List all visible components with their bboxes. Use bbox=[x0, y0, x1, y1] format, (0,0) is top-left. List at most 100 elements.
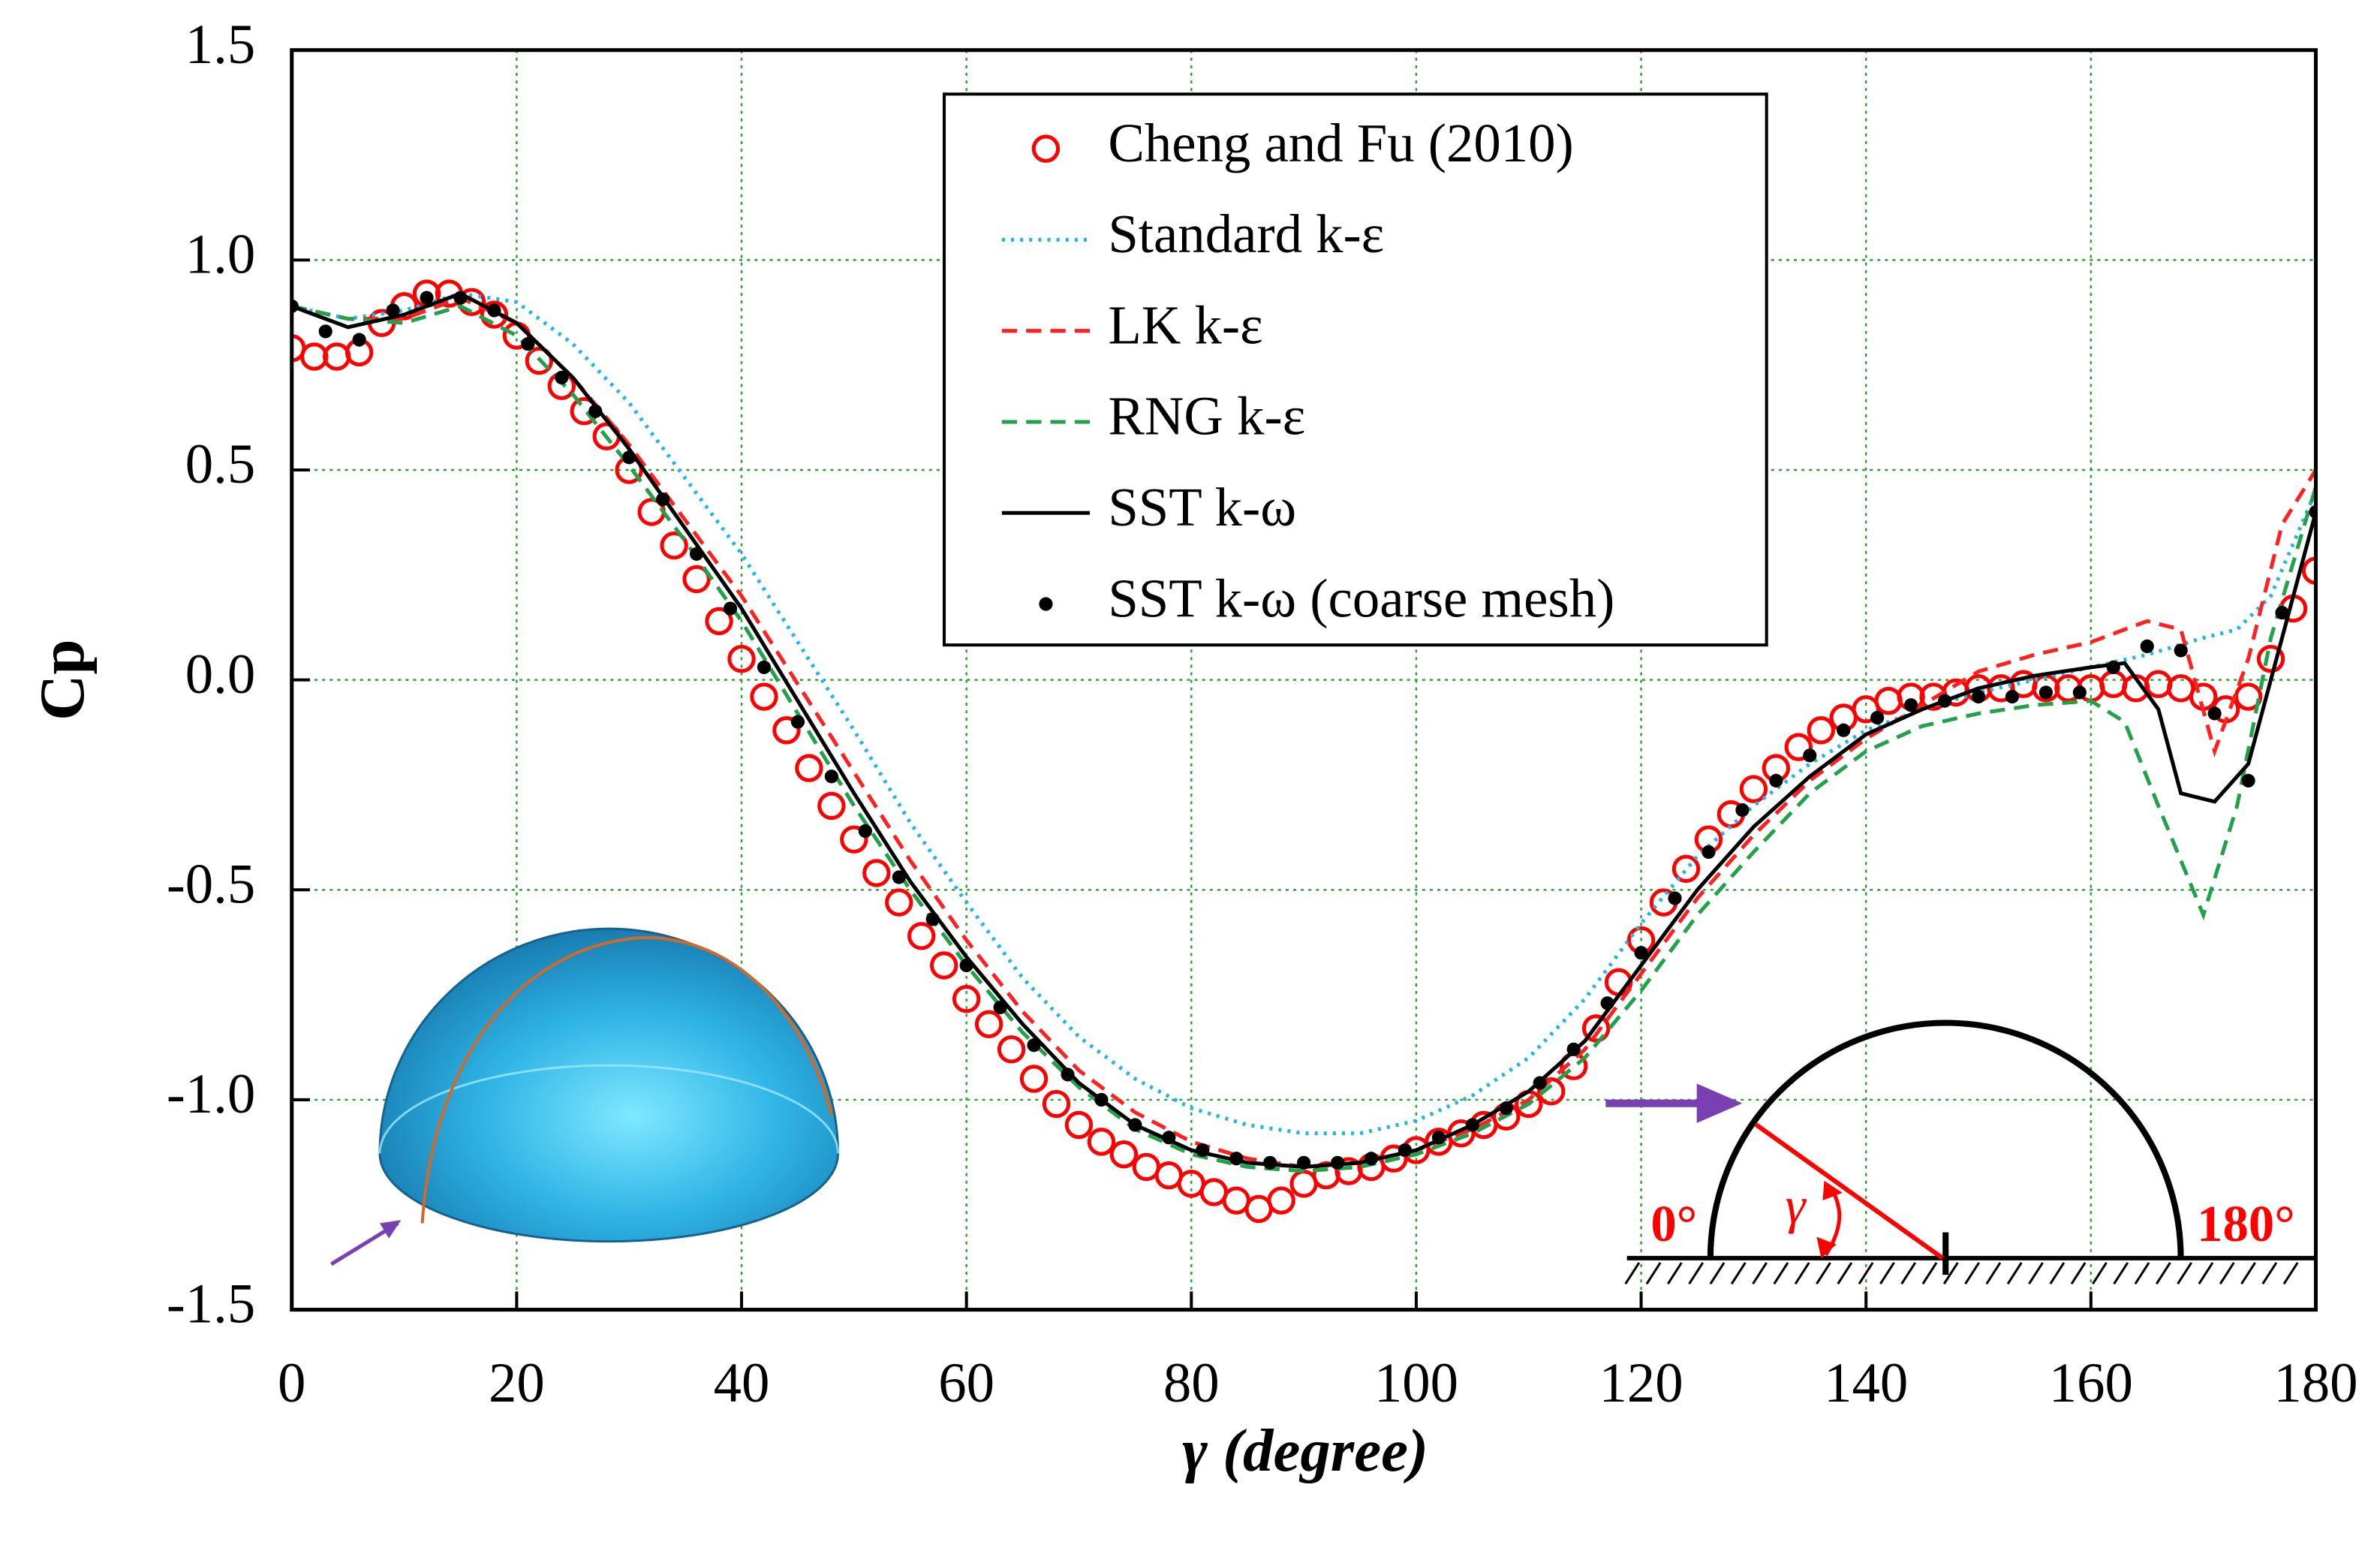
data-point bbox=[817, 791, 846, 821]
data-point bbox=[974, 1010, 1003, 1038]
angle-line bbox=[1754, 1122, 1944, 1260]
data-point bbox=[858, 824, 872, 839]
data-point bbox=[1297, 1155, 1311, 1170]
data-point bbox=[1735, 803, 1750, 818]
flow-arrow-head bbox=[380, 1220, 402, 1239]
data-point bbox=[1937, 694, 1952, 708]
data-point bbox=[2038, 685, 2054, 700]
x-tick-label: 100 bbox=[1374, 1352, 1458, 1414]
data-point bbox=[588, 404, 603, 418]
x-tick-label: 140 bbox=[1824, 1352, 1908, 1414]
ticks: 0 20 40 60 80 100 120 140 160 180 1.5 1.0 0.5 0.0 -0.5… bbox=[167, 14, 2358, 1414]
data-point bbox=[1042, 1089, 1071, 1119]
y-tick-label: 1.5 bbox=[185, 14, 255, 76]
data-point bbox=[1769, 773, 1783, 788]
data-point bbox=[1398, 1143, 1413, 1158]
data-point bbox=[352, 333, 366, 347]
data-point bbox=[1128, 1118, 1142, 1132]
data-point bbox=[622, 450, 636, 465]
data-point bbox=[2174, 643, 2188, 658]
annotation: 0° bbox=[1650, 1195, 1697, 1252]
measurement-arc bbox=[420, 935, 834, 1224]
data-point bbox=[907, 922, 936, 950]
y-tick-label: -1.5 bbox=[167, 1273, 255, 1336]
data-point bbox=[1702, 845, 1716, 860]
data-point bbox=[2207, 706, 2222, 721]
data-point bbox=[1499, 1101, 1513, 1116]
annotation: 180° bbox=[2197, 1195, 2295, 1252]
data-point bbox=[2106, 660, 2120, 674]
data-point bbox=[1904, 698, 1918, 712]
data-point bbox=[660, 531, 688, 560]
data-point bbox=[925, 912, 940, 926]
data-point bbox=[1061, 1068, 1075, 1082]
data-point bbox=[1566, 1042, 1581, 1056]
data-point bbox=[525, 346, 554, 375]
data-point bbox=[2275, 606, 2289, 620]
data-point bbox=[1094, 1092, 1109, 1107]
legend-marker bbox=[1039, 597, 1053, 611]
legend-label: SST k-ω (coarse mesh) bbox=[1108, 568, 1614, 628]
data-point bbox=[1874, 686, 1903, 715]
x-tick-label: 120 bbox=[1599, 1352, 1683, 1414]
hemisphere-illustration bbox=[329, 927, 840, 1266]
data-point bbox=[892, 870, 906, 884]
data-point bbox=[790, 715, 805, 729]
data-point bbox=[1739, 775, 1768, 803]
data-point bbox=[1109, 1140, 1139, 1169]
data-point bbox=[885, 888, 913, 917]
data-point bbox=[453, 291, 468, 305]
data-point bbox=[772, 716, 801, 745]
data-point bbox=[656, 492, 670, 507]
angle-arrowheads bbox=[1816, 1180, 1843, 1258]
data-point bbox=[1803, 748, 1817, 763]
x-tick-label: 20 bbox=[489, 1352, 545, 1414]
x-axis-label: γ (degree) bbox=[1182, 1417, 1428, 1484]
legend-marker bbox=[1031, 134, 1061, 163]
data-point bbox=[1600, 996, 1614, 1010]
x-tick-label: 160 bbox=[2049, 1352, 2133, 1414]
series-line bbox=[291, 295, 2316, 1169]
legend-label: Standard k-ε bbox=[1108, 203, 1384, 264]
data-point bbox=[705, 607, 733, 636]
y-tick-label: 0.5 bbox=[185, 433, 255, 495]
legend-label: LK k-ε bbox=[1108, 294, 1262, 355]
data-point bbox=[1581, 1014, 1611, 1043]
data-point bbox=[690, 547, 704, 561]
data-point bbox=[318, 324, 332, 339]
data-point bbox=[1533, 1076, 1547, 1090]
annotation: γ bbox=[1786, 1177, 1807, 1234]
legend: Cheng and Fu (2010) Standard k-ε LK k-ε RNG… bbox=[942, 92, 1768, 647]
ground-hatch bbox=[1624, 1262, 2299, 1285]
data-point bbox=[1087, 1128, 1116, 1156]
data-point bbox=[997, 1035, 1026, 1064]
data-point bbox=[487, 303, 501, 318]
data-point bbox=[2099, 670, 2128, 698]
data-point bbox=[1870, 710, 1885, 725]
data-point bbox=[727, 644, 756, 673]
legend-label: Cheng and Fu (2010) bbox=[1108, 113, 1573, 173]
y-tick-label: -1.0 bbox=[167, 1063, 255, 1125]
legend-label: SST k-ω bbox=[1108, 477, 1296, 538]
data-point bbox=[2241, 773, 2255, 788]
schematic: 0° 180° γ bbox=[1605, 1019, 2315, 1285]
data-point bbox=[1668, 891, 1682, 905]
data-point bbox=[555, 370, 569, 385]
data-point bbox=[824, 769, 838, 784]
x-tick-label: 40 bbox=[714, 1352, 770, 1414]
x-tick-label: 80 bbox=[1163, 1352, 1220, 1414]
data-point bbox=[1162, 1131, 1176, 1145]
plot-area bbox=[291, 279, 2316, 1224]
legend-label: RNG k-ε bbox=[1108, 386, 1305, 447]
data-point bbox=[1634, 946, 1648, 960]
data-point bbox=[2005, 689, 2020, 704]
data-point bbox=[1971, 689, 1986, 704]
data-point bbox=[1330, 1155, 1345, 1170]
data-point bbox=[1064, 1110, 1094, 1140]
x-tick-label: 0 bbox=[278, 1352, 305, 1414]
data-point bbox=[1465, 1118, 1479, 1132]
data-point bbox=[1837, 723, 1851, 737]
data-point bbox=[862, 859, 891, 887]
data-point bbox=[1027, 1038, 1041, 1053]
